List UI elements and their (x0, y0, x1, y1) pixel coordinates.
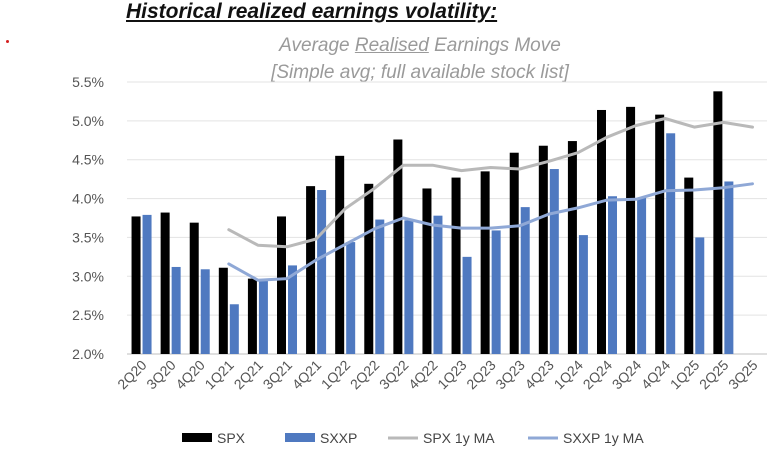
sxxp-bar (346, 242, 356, 354)
sxxp-bar (462, 256, 472, 354)
y-tick-label: 3.5% (72, 229, 104, 245)
y-tick-label: 4.0% (72, 191, 104, 207)
chart-title: Average Realised Earnings Move (279, 35, 561, 56)
sxxp-bar (375, 219, 385, 354)
spx-1y-ma-line (227, 117, 754, 249)
sxxp-bar (724, 181, 734, 354)
sxxp-bar (695, 237, 705, 354)
x-tick-label: 1Q21 (201, 357, 237, 393)
spx-bar (509, 152, 519, 354)
legend-label: SXXP 1y MA (563, 430, 644, 446)
page-heading: Historical realized earnings volatility: (126, 0, 498, 23)
sxxp-bar (637, 197, 647, 354)
x-tick-label: 2Q24 (580, 357, 616, 393)
spx-bar (306, 186, 316, 354)
y-tick-label: 3.0% (72, 268, 104, 284)
spx-bar (655, 114, 665, 354)
x-tick-label: 1Q25 (667, 357, 703, 393)
x-tick-label: 1Q23 (434, 357, 470, 393)
x-tick-label: 2Q25 (696, 357, 732, 393)
sxxp-1y-ma-line (227, 182, 754, 282)
x-tick-label: 2Q22 (347, 357, 383, 393)
x-tick-label: 2Q20 (114, 357, 150, 393)
x-tick-label: 3Q22 (376, 357, 412, 393)
x-tick-label: 1Q24 (550, 357, 586, 393)
y-tick-label: 5.5% (72, 74, 104, 90)
spx-bar (422, 188, 432, 354)
sxxp-bar (142, 214, 152, 354)
sxxp-bar (404, 220, 414, 354)
x-tick-label: 3Q24 (609, 357, 645, 393)
y-tick-label: 5.0% (72, 113, 104, 129)
red-dot-marker (6, 40, 9, 43)
spx-bar (218, 267, 228, 354)
spx-bar (626, 106, 636, 355)
spx-bar (160, 212, 170, 354)
spx-bar (393, 139, 403, 354)
sxxp-bar (171, 266, 181, 354)
sxxp-bar (608, 196, 617, 354)
legend-label: SPX (217, 430, 246, 446)
sxxp-bar (520, 207, 530, 354)
sxxp-bar (317, 190, 327, 354)
spx-bar (189, 222, 199, 354)
legend-swatch (182, 433, 212, 442)
x-tick-label: 4Q24 (638, 357, 674, 393)
spx-bar (131, 216, 141, 354)
sxxp-bar (288, 265, 297, 354)
legend-label: SXXP (320, 430, 357, 446)
x-tick-label: 4Q23 (521, 357, 557, 393)
y-tick-label: 4.5% (72, 152, 104, 168)
sxxp-bar (229, 304, 239, 354)
spx-bar (567, 141, 577, 354)
spx-bar (480, 171, 490, 354)
spx-bar (684, 177, 694, 354)
x-tick-label: 3Q21 (260, 357, 296, 393)
sxxp-bar (433, 215, 443, 354)
spx-bar (713, 91, 723, 354)
spx-bar (335, 155, 345, 354)
y-tick-label: 2.5% (72, 307, 104, 323)
x-tick-label: 3Q20 (143, 357, 179, 393)
spx-bar (597, 109, 606, 354)
sxxp-bar (200, 269, 210, 354)
x-tick-label: 1Q22 (318, 357, 354, 393)
legend-label: SPX 1y MA (423, 430, 495, 446)
sxxp-bar (549, 169, 559, 354)
spx-bar (364, 183, 374, 354)
sxxp-bar (666, 133, 676, 354)
x-tick-label: 2Q23 (463, 357, 499, 393)
sxxp-bar (578, 235, 588, 354)
x-tick-label: 4Q21 (289, 357, 325, 393)
x-tick-label: 4Q20 (172, 357, 208, 393)
x-tick-label: 3Q25 (725, 357, 761, 393)
sxxp-bar (491, 230, 501, 354)
spx-bar (451, 177, 461, 354)
spx-bar (538, 145, 548, 354)
spx-bar (247, 278, 257, 354)
x-tick-label: 3Q23 (492, 357, 528, 393)
x-tick-label: 4Q22 (405, 357, 441, 393)
y-tick-label: 2.0% (72, 346, 104, 362)
chart-subtitle: [Simple avg; full available stock list] (271, 62, 569, 83)
legend-swatch (285, 433, 315, 442)
sxxp-bar (258, 279, 268, 354)
x-tick-label: 2Q21 (230, 357, 266, 393)
spx-bar (277, 216, 286, 354)
